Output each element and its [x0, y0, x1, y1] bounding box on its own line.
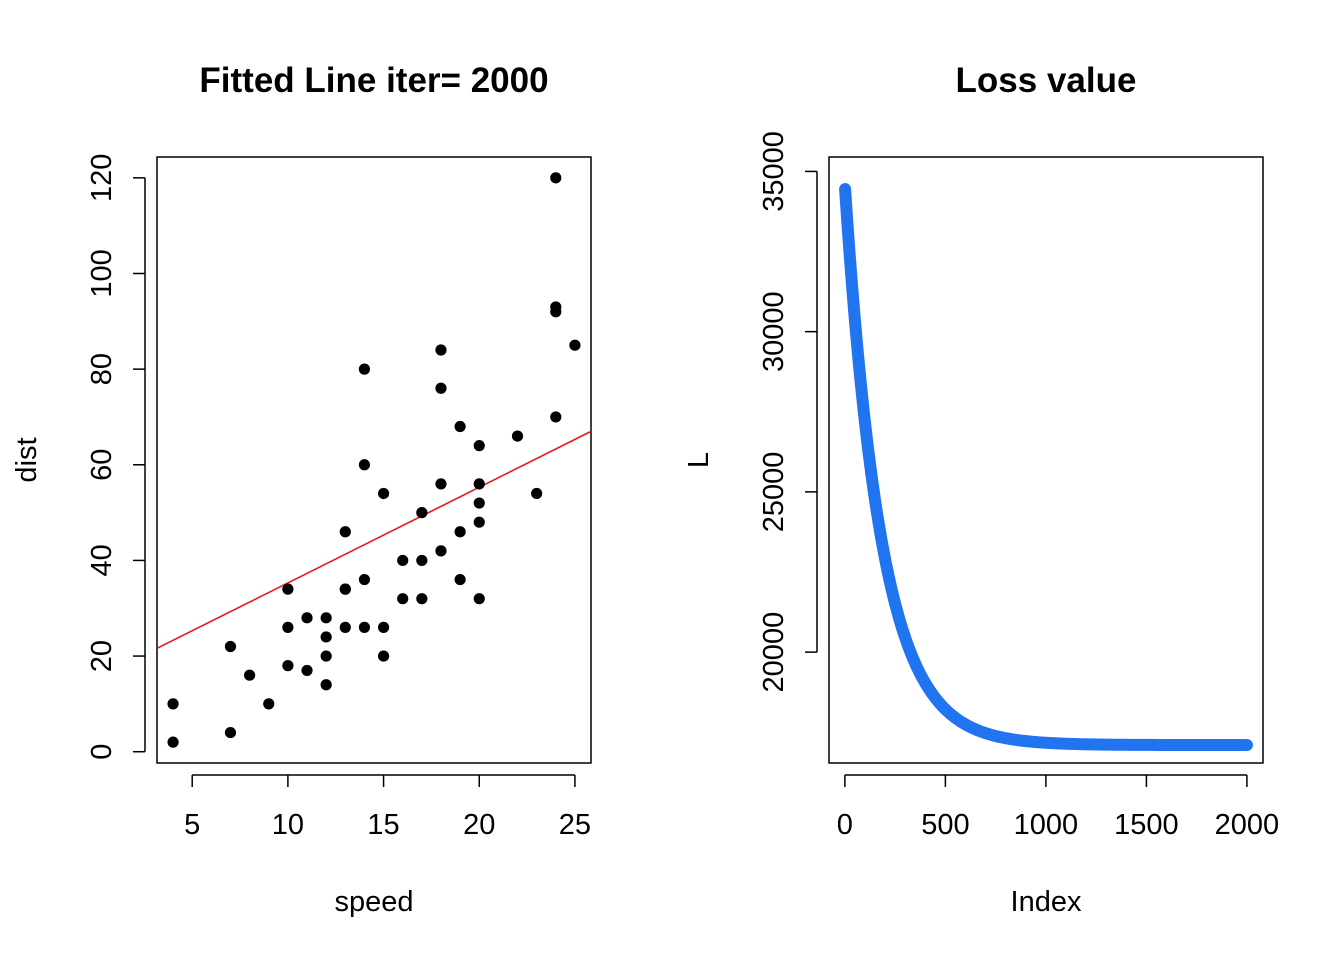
scatter-point [454, 573, 466, 586]
loss-x-axis: 0 500 1000 1500 2000 [837, 774, 1280, 841]
scatter-point [531, 487, 543, 500]
scatter-point [263, 698, 275, 710]
scatter-point [511, 430, 524, 442]
scatter-point [339, 583, 351, 595]
scatter-point [473, 478, 485, 490]
scatter-y-tick-label: 80 [86, 353, 118, 385]
scatter-point [167, 736, 179, 748]
scatter-point [454, 526, 466, 538]
scatter-x-tick-label: 25 [559, 809, 591, 841]
scatter-points [167, 172, 581, 748]
scatter-point [473, 497, 485, 509]
scatter-y-axis: 0 20 40 60 80 100 120 [86, 154, 146, 760]
loss-y-tick-label: 35000 [758, 131, 790, 212]
scatter-point [339, 621, 351, 633]
scatter-title: Fitted Line iter= 2000 [199, 61, 548, 100]
scatter-point [377, 621, 390, 633]
scatter-point [358, 621, 371, 633]
scatter-point [416, 593, 428, 605]
scatter-point [550, 411, 562, 423]
scatter-point [224, 726, 237, 739]
fitted-line-group [156, 430, 592, 650]
loss-x-tick-label: 0 [837, 809, 853, 841]
scatter-y-tick-label: 0 [86, 744, 118, 760]
scatter-point [435, 382, 447, 394]
scatter-y-tick-label: 40 [86, 544, 118, 576]
scatter-point [397, 593, 409, 605]
loss-x-tick-label: 2000 [1215, 809, 1280, 841]
scatter-y-tick-label: 100 [86, 249, 118, 297]
scatter-point [358, 573, 371, 586]
scatter-x-label: speed [334, 886, 413, 918]
loss-y-tick-label: 25000 [758, 452, 790, 533]
scatter-point [320, 612, 332, 624]
loss-x-tick-label: 1500 [1114, 809, 1179, 841]
loss-curve-line [839, 183, 1253, 752]
scatter-point [435, 478, 447, 490]
loss-plot-frame [828, 156, 1264, 764]
scatter-point [358, 459, 371, 471]
scatter-point [320, 650, 332, 662]
scatter-point [244, 669, 256, 681]
scatter-point [339, 526, 351, 538]
loss-y-label: L [683, 452, 715, 468]
scatter-point [282, 583, 294, 595]
scatter-y-label: dist [11, 437, 43, 482]
scatter-point [473, 593, 485, 605]
loss-title: Loss value [956, 61, 1137, 100]
scatter-point [454, 420, 466, 433]
scatter-point [416, 507, 428, 519]
loss-panel: Loss value 0 500 1000 1500 2000 20000 25000 30… [683, 61, 1279, 918]
scatter-point [320, 679, 332, 691]
scatter-point [473, 440, 485, 452]
loss-y-tick-label: 30000 [758, 291, 790, 372]
scatter-x-tick-label: 20 [463, 809, 495, 841]
loss-y-axis: 20000 25000 30000 35000 [758, 131, 818, 693]
loss-y-tick-label: 20000 [758, 612, 790, 693]
scatter-point [301, 664, 313, 677]
loss-curve-group [839, 183, 1253, 752]
scatter-point [320, 631, 332, 643]
scatter-y-tick-label: 20 [86, 640, 118, 672]
scatter-point [473, 516, 485, 528]
scatter-point [397, 554, 409, 567]
scatter-x-axis: 5 10 15 20 25 [184, 774, 591, 841]
scatter-point [435, 344, 447, 356]
scatter-point [435, 545, 447, 557]
scatter-y-tick-label: 120 [86, 154, 118, 202]
scatter-point [282, 660, 294, 672]
scatter-point [569, 339, 581, 351]
loss-x-tick-label: 500 [921, 809, 969, 841]
fitted-line [156, 430, 592, 650]
scatter-point [358, 363, 371, 375]
loss-x-label: Index [1011, 886, 1082, 918]
scatter-point [377, 650, 390, 662]
scatter-point [377, 487, 390, 500]
scatter-point [416, 554, 428, 567]
scatter-point [550, 172, 562, 184]
scatter-point [550, 301, 562, 313]
scatter-y-tick-label: 60 [86, 449, 118, 481]
scatter-x-tick-label: 5 [184, 809, 200, 841]
loss-x-tick-label: 1000 [1014, 809, 1079, 841]
scatter-x-tick-label: 10 [272, 809, 304, 841]
scatter-point [167, 698, 179, 710]
scatter-panel: Fitted Line iter= 2000 5 10 15 20 25 0 20 40 60… [11, 61, 592, 918]
scatter-point [224, 640, 237, 653]
scatter-point [282, 621, 294, 633]
scatter-plot-frame [156, 156, 592, 764]
scatter-x-tick-label: 15 [367, 809, 399, 841]
scatter-point [301, 612, 313, 624]
